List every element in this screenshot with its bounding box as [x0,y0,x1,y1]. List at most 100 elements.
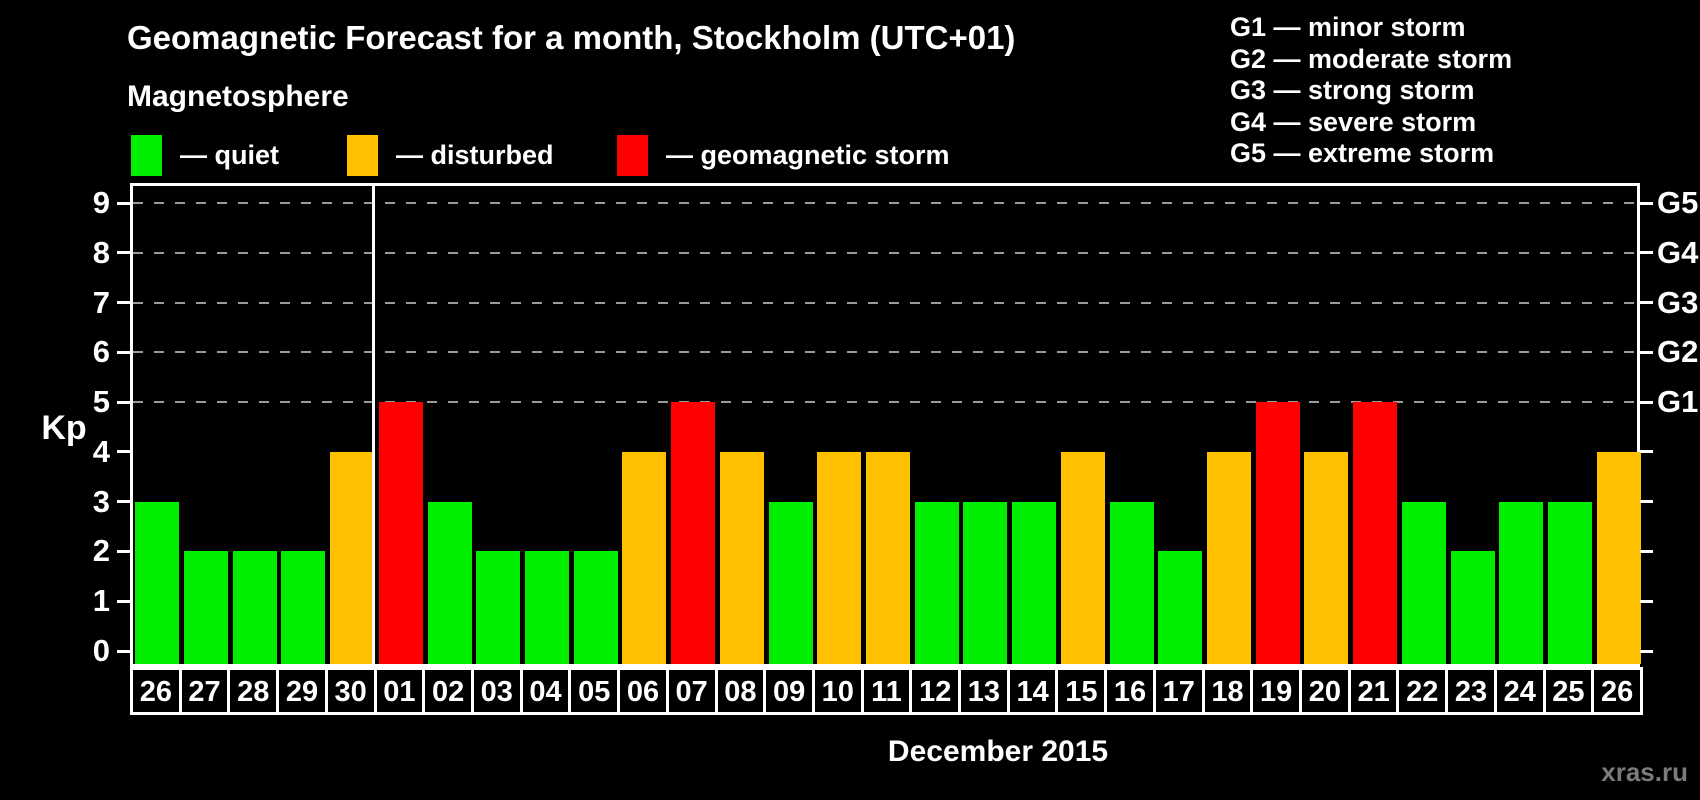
y-axis-tick-right [1640,251,1653,255]
y-axis-tick-right [1640,649,1653,653]
month-separator-line [372,186,376,664]
y-axis-tick-right [1640,450,1653,454]
y-tick-label-8: 8 [92,234,110,270]
kp-bar-day-25 [1547,501,1592,664]
date-cell-09: 09 [763,667,812,715]
kp-bar-day-11 [866,451,910,664]
kp-bar-day-04 [525,551,570,664]
kp-bar-day-28 [232,551,277,664]
date-cell-01: 01 [373,667,423,715]
y-tick-label-7: 7 [92,284,110,320]
g-tick-label-G5: G5 [1657,185,1699,220]
g-scale-legend: G1 — minor storm G2 — moderate storm G3 — … [1230,12,1512,170]
kp-bar-day-16 [1109,501,1154,664]
gridline-kp-8 [133,251,1637,254]
date-cell-20: 20 [1299,667,1348,715]
y-axis-tick-left [117,500,130,504]
y-axis-tick-right [1640,301,1653,305]
date-cell-12: 12 [909,667,959,715]
date-cell-26: 26 [130,667,179,715]
legend-swatch-quiet [131,134,162,176]
g-tick-label-G3: G3 [1657,284,1699,320]
gridline-kp-7 [133,301,1637,304]
y-axis-tick-right [1640,400,1653,404]
y-axis-tick-left [117,350,130,354]
y-axis-tick-right [1640,599,1653,603]
date-cell-18: 18 [1201,667,1251,715]
g-legend-line-4: G4 — severe storm [1230,106,1477,137]
kp-bar-day-15 [1060,451,1105,664]
y-tick-label-9: 9 [92,185,110,220]
date-cell-29: 29 [276,667,325,715]
y-tick-label-0: 0 [92,633,110,668]
kp-bar-day-27 [184,551,229,664]
kp-bar-day-14 [1012,501,1057,664]
y-tick-label-2: 2 [92,533,110,569]
date-cell-06: 06 [617,667,666,715]
date-cell-30: 30 [324,667,374,715]
date-cell-24: 24 [1493,667,1543,715]
kp-bar-day-19 [1255,402,1300,664]
date-cell-07: 07 [665,667,715,715]
g-legend-line-1: G1 — minor storm [1230,12,1466,42]
gridline-kp-9 [133,202,1637,204]
kp-bar-day-21 [1353,402,1398,664]
kp-bar-day-20 [1304,451,1349,664]
date-cell-26: 26 [1591,667,1643,715]
y-axis-tick-left [117,599,130,603]
date-cell-22: 22 [1396,667,1446,715]
y-axis-title: Kp [41,409,87,447]
date-cell-15: 15 [1055,667,1105,715]
kp-bar-day-29 [281,551,326,664]
kp-bar-day-12 [914,501,959,664]
legend-label-storm: — geomagnetic storm [666,139,950,170]
kp-bar-day-08 [719,451,764,664]
y-tick-label-5: 5 [92,384,110,420]
date-cell-19: 19 [1250,667,1300,715]
date-cell-14: 14 [1006,667,1056,715]
g-tick-label-G1: G1 [1657,384,1699,420]
y-axis-tick-left [117,549,130,553]
y-axis-tick-right [1640,549,1653,553]
date-cell-04: 04 [519,667,569,715]
date-cell-08: 08 [714,667,764,715]
y-axis-tick-left [117,400,130,404]
y-axis-tick-right [1640,350,1653,354]
y-axis-tick-left [117,450,130,454]
y-axis-tick-right [1640,201,1653,205]
date-cell-05: 05 [568,667,618,715]
plot-area [130,183,1641,667]
date-cell-21: 21 [1347,667,1397,715]
kp-bar-day-23 [1450,551,1495,664]
kp-bar-day-09 [768,501,813,664]
y-tick-label-6: 6 [92,334,110,370]
legend-label-quiet: — quiet [180,139,279,170]
date-cell-03: 03 [470,667,520,715]
kp-bar-day-01 [378,402,423,664]
kp-bar-day-06 [622,451,667,664]
kp-bar-day-03 [476,551,521,664]
y-tick-label-1: 1 [92,583,110,619]
y-axis-tick-left [117,301,130,305]
gridline-kp-5 [133,401,1637,404]
gridline-kp-6 [133,351,1637,354]
kp-bar-day-30 [330,451,375,664]
g-legend-line-3: G3 — strong storm [1230,75,1475,106]
g-legend-line-2: G2 — moderate storm [1230,43,1513,74]
date-cell-10: 10 [811,667,861,715]
kp-bar-day-22 [1401,501,1446,664]
y-tick-label-4: 4 [92,433,110,469]
date-cell-11: 11 [860,667,910,715]
legend-item-quiet: — quiet [131,134,279,176]
legend-item-disturbed: — disturbed [347,134,554,176]
date-cell-23: 23 [1445,667,1494,715]
kp-bar-day-13 [963,501,1008,664]
x-axis-title: December 2015 [887,735,1109,768]
date-cell-16: 16 [1104,667,1153,715]
kp-bar-day-02 [427,501,472,664]
date-cell-13: 13 [958,667,1007,715]
legend-item-storm: — geomagnetic storm [617,134,950,176]
page-title: Geomagnetic Forecast for a month, Stockh… [127,19,1016,56]
date-cell-27: 27 [178,667,228,715]
g-tick-label-G2: G2 [1657,334,1699,370]
